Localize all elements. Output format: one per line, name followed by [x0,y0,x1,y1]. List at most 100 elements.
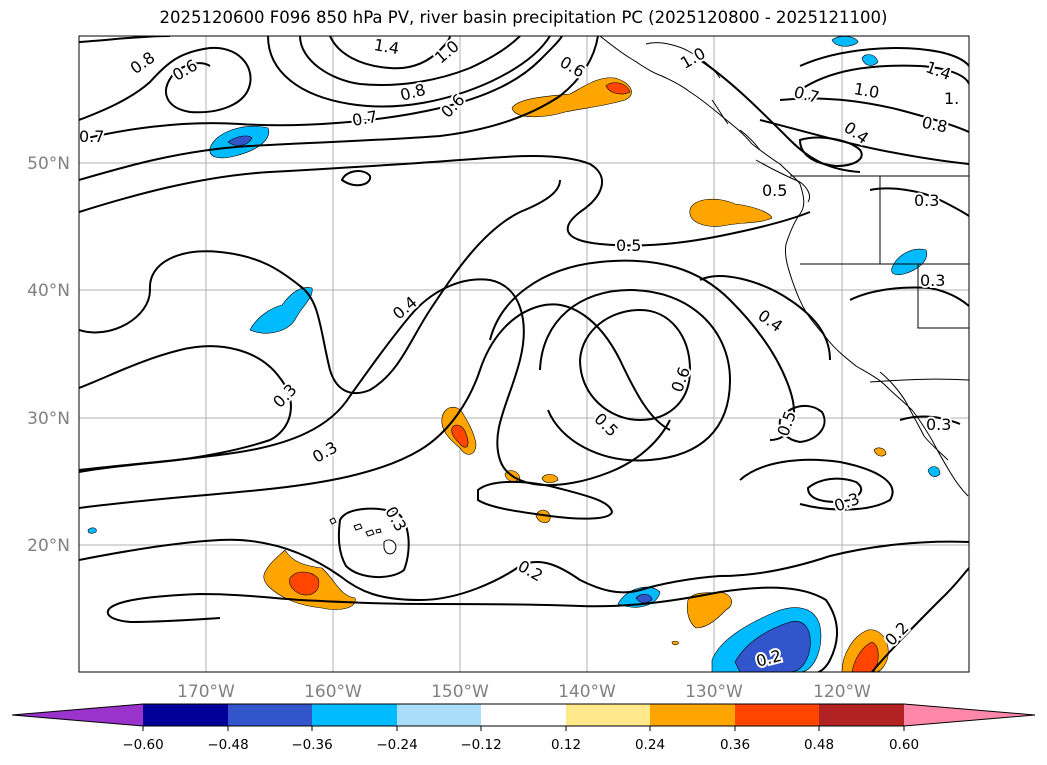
coastline-north-america [599,36,969,497]
colorbar-bin [566,704,650,726]
contour-0.4-a [79,179,561,395]
hawaiian-islands [329,517,397,555]
colorbar-over-arrow [904,704,1035,726]
colorbar-tick-label: −0.60 [122,737,163,753]
colorbar-tick-label: 0.60 [889,737,919,753]
map-frame [78,35,970,673]
precip-neg-area [87,527,97,534]
contour-label: 0.3 [920,271,945,290]
contour-closed-small [340,170,372,187]
contour-0.2-c [871,567,969,672]
colorbar-bin [397,704,481,726]
contour-label: 0.3 [926,415,951,434]
colorbar-bin [228,704,312,726]
contour-1.4-a [329,36,451,70]
contour-0.2-a [79,538,969,602]
contour-0.6-b [79,36,599,181]
colorbar: −0.60 −0.48 −0.36 −0.24 −0.12 0.12 0.24 … [11,703,1036,753]
precip-neg-area [861,54,879,66]
contour-label: 1. [944,89,959,108]
colorbar-bin [819,704,904,726]
precip-neg-core [635,594,653,604]
precip-neg-core [227,135,253,146]
contour-label: 0.5 [762,181,787,200]
contour-0.8-ne [779,97,969,133]
colorbar-tick-label: −0.12 [460,737,501,753]
precip-neg-core [734,621,811,672]
coastline-islands [711,99,761,151]
pv-contours [79,36,969,672]
lon-label-120w: 120°W [813,682,871,702]
border-state-2 [917,264,969,329]
colorbar-tick-label: 0.24 [635,737,665,753]
contour-label: 0.5 [616,236,641,255]
contour-1.4-ne [799,47,969,67]
contour-0.7-ne [759,119,969,165]
lon-label-160w: 160°W [304,682,362,702]
colorbar-tick-label: −0.24 [376,737,417,753]
contour-0.5-small [778,404,826,444]
lat-label-50n: 50°N [27,154,70,174]
colorbar-bin [481,704,566,726]
precip-pos-area [686,591,732,629]
lon-label-130w: 130°W [685,682,743,702]
contour-0.6-ne [699,59,861,173]
contour-label: 0.7 [79,127,104,146]
contour-0.4-b [699,275,831,361]
lat-label-20n: 20°N [27,536,70,556]
lat-label-40n: 40°N [27,281,70,301]
contour-0.5-a [79,155,811,247]
contour-0.5-center [539,288,732,462]
precip-neg-area [249,287,313,334]
contour-0.4-ne-small [798,136,863,168]
lat-labels: 50°N 40°N 30°N 20°N [27,154,70,556]
contour-0.3-e2 [849,286,969,307]
precip-neg-area [927,466,941,477]
colorbar-tick-label: −0.36 [291,737,332,753]
contour-0.3-ne [869,187,969,217]
precip-pos-area [689,198,773,227]
map-title: 2025120600 F096 850 hPa PV, river basin … [159,8,888,27]
precip-pos-core [451,424,469,448]
colorbar-tick-label: 0.36 [720,737,750,753]
precip-pos-core [289,571,320,596]
lon-label-170w: 170°W [177,682,235,702]
contour-0.3-se [899,415,961,425]
colorbar-bin [650,704,735,726]
colorbar-tick-label: 0.48 [804,737,834,753]
contour-0.3-c [79,303,671,509]
contour-0.4-center [489,259,795,441]
colorbar-tick-label: −0.48 [207,737,248,753]
colorbar-tick-label: 0.12 [551,737,581,753]
contour-label: 0.3 [914,191,939,210]
precip-pos-area [541,474,559,484]
border-usa-mexico [869,378,969,383]
colorbar-under-arrow [12,704,143,726]
contour-1.0-a [299,36,521,87]
precip-pos-area [873,447,887,457]
contour-0.2-b [109,586,839,672]
precip-pos-core [605,82,631,95]
contour-0.6-center [578,308,692,422]
contour-0.7-a [79,36,563,141]
colorbar-bin [143,704,228,726]
colorbar-bin [312,704,397,726]
contour-0.8-a [267,36,551,108]
contour-0.3-hawaii [337,507,410,579]
coastlines [599,36,969,497]
coastline-baja [879,371,949,461]
colorbar-tick-marks [142,726,905,731]
precip-neg-area [831,36,859,47]
lat-label-30n: 30°N [27,409,70,429]
lon-label-150w: 150°W [431,682,489,702]
contour-0.3-e [739,458,894,511]
contour-0.3-b [79,278,671,487]
contour-0.2-b-tail [106,607,221,624]
precip-pos-area [671,640,679,646]
contour-0.6-nw [79,46,252,121]
contour-1.0-ne [799,64,969,91]
lon-labels: 170°W 160°W 150°W 140°W 130°W 120°W [177,682,871,702]
contour-0.3-small [806,477,863,504]
contour-0.2-closed [477,480,614,520]
